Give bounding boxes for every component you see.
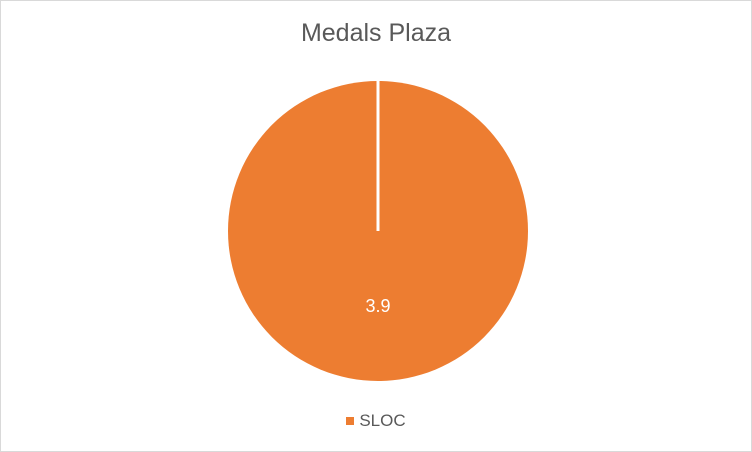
- legend-label-sloc: SLOC: [359, 411, 406, 430]
- pie-data-labels: 3.9: [365, 296, 390, 316]
- data-label-sloc: 3.9: [365, 296, 390, 316]
- pie-slices: [228, 81, 528, 381]
- legend-swatch-sloc: [346, 417, 355, 425]
- chart-title: Medals Plaza: [300, 19, 452, 47]
- legend: SLOC: [1, 411, 751, 431]
